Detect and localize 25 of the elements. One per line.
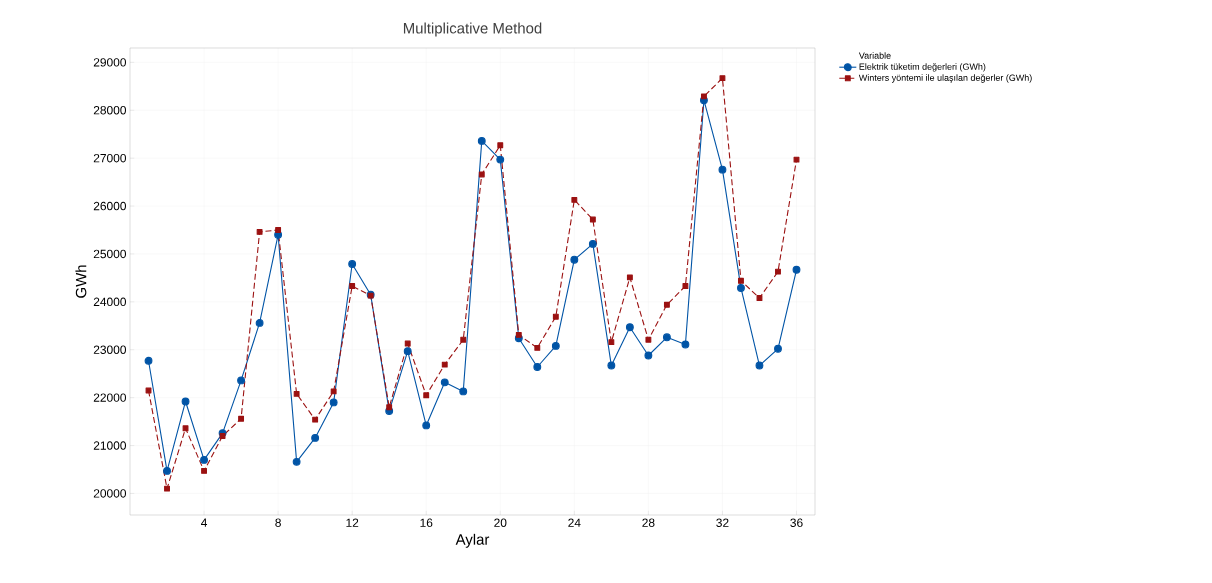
x-tick-label: 8 (275, 518, 281, 527)
x-tick-label: 4 (201, 518, 208, 527)
legend-label: Elektrik tüketim değerleri (GWh) (859, 63, 986, 72)
y-tick-label: 28000 (93, 106, 127, 115)
x-axis-title: Aylar (455, 533, 490, 548)
x-tick-label: 28 (642, 518, 655, 527)
x-tick-label: 12 (346, 518, 359, 527)
legend-label: Winters yöntemi ile ulaşılan değerler (GWh) (858, 74, 1032, 83)
y-tick-label: 20000 (93, 489, 127, 498)
y-axis-title: GWh (75, 265, 87, 298)
y-tick-label: 25000 (93, 249, 127, 259)
y-tick-label: 21000 (93, 441, 127, 450)
y-tick-label: 24000 (93, 297, 127, 307)
x-tick-label: 20 (494, 518, 507, 527)
y-tick-label: 23000 (93, 345, 127, 354)
y-tick-label: 22000 (93, 393, 127, 402)
legend-title: Variable (858, 52, 891, 59)
x-tick-label: 36 (790, 518, 803, 527)
x-tick-label: 32 (716, 518, 729, 527)
y-tick-label: 26000 (93, 201, 127, 211)
y-tick-label: 29000 (93, 58, 127, 67)
x-tick-label: 24 (568, 518, 581, 527)
chart-title: Multiplicative Method (403, 22, 542, 37)
x-tick-label: 16 (420, 518, 433, 527)
y-tick-label: 27000 (93, 153, 127, 163)
